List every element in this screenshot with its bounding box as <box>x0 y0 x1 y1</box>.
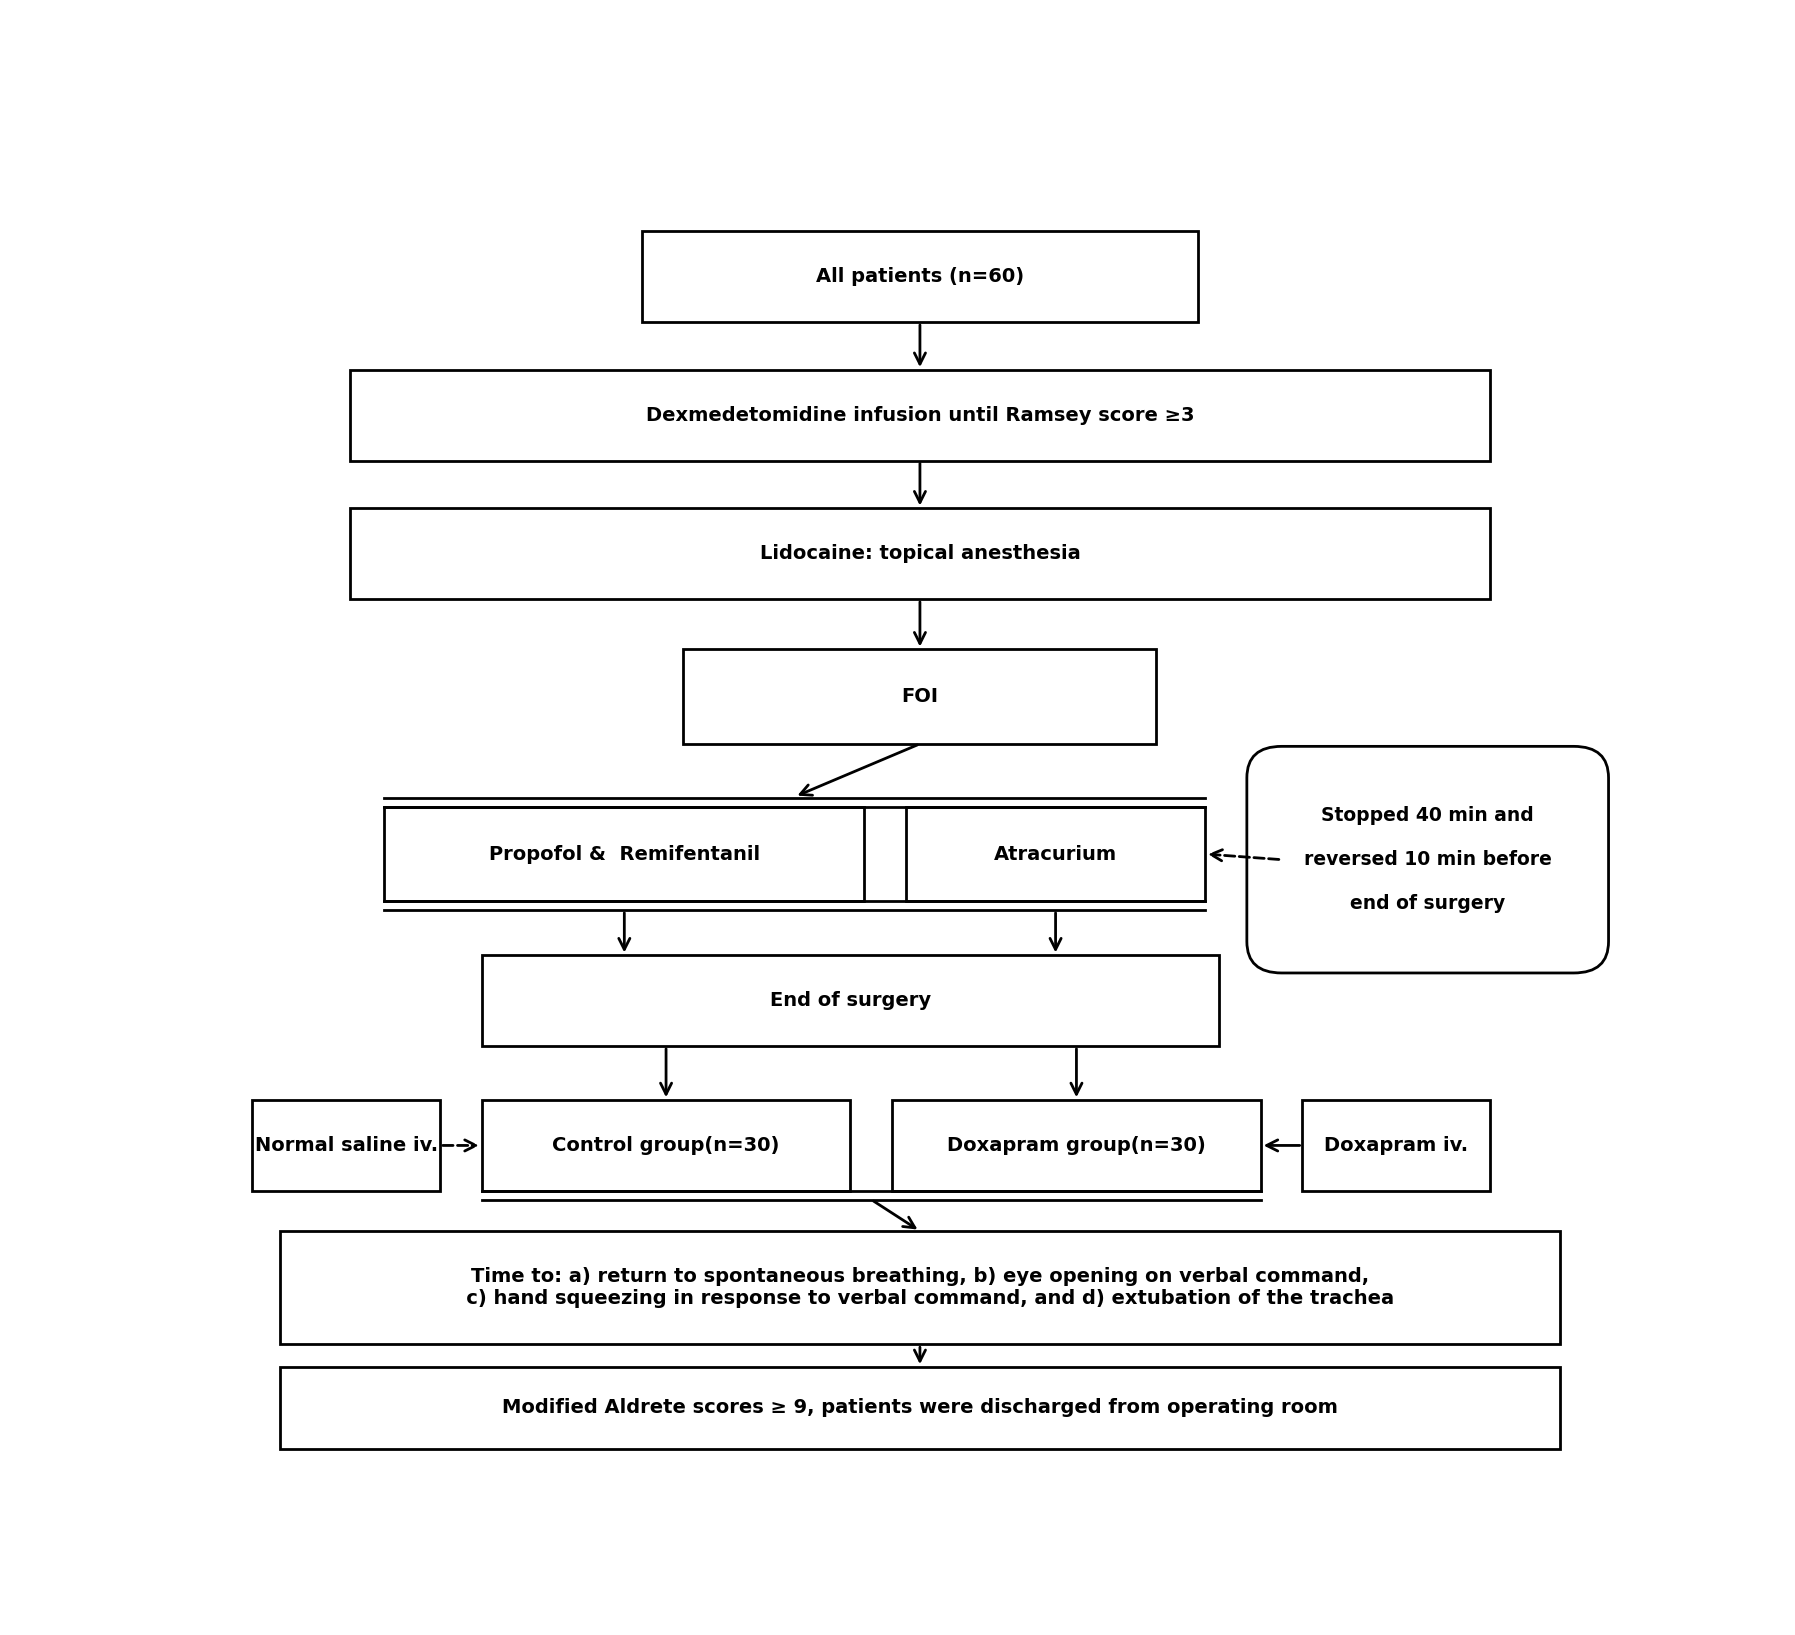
Text: Doxapram group(n=30): Doxapram group(n=30) <box>948 1136 1206 1154</box>
Text: Time to: a) return to spontaneous breathing, b) eye opening on verbal command,
 : Time to: a) return to spontaneous breath… <box>445 1267 1395 1308</box>
Text: End of surgery: End of surgery <box>770 991 932 1010</box>
FancyBboxPatch shape <box>906 806 1204 901</box>
Text: All patients (n=60): All patients (n=60) <box>817 267 1023 286</box>
FancyBboxPatch shape <box>1303 1100 1490 1190</box>
FancyBboxPatch shape <box>350 508 1490 598</box>
FancyBboxPatch shape <box>481 955 1219 1046</box>
FancyBboxPatch shape <box>643 232 1199 322</box>
FancyBboxPatch shape <box>251 1100 440 1190</box>
FancyBboxPatch shape <box>892 1100 1260 1190</box>
Text: Propofol &  Remifentanil: Propofol & Remifentanil <box>488 845 759 863</box>
FancyBboxPatch shape <box>280 1367 1560 1449</box>
FancyBboxPatch shape <box>684 649 1156 744</box>
Text: Stopped 40 min and

reversed 10 min before

end of surgery: Stopped 40 min and reversed 10 min befor… <box>1303 806 1551 914</box>
Text: Control group(n=30): Control group(n=30) <box>553 1136 779 1154</box>
Text: Atracurium: Atracurium <box>994 845 1116 863</box>
Text: Doxapram iv.: Doxapram iv. <box>1325 1136 1468 1154</box>
FancyBboxPatch shape <box>350 370 1490 461</box>
FancyBboxPatch shape <box>1248 746 1608 973</box>
FancyBboxPatch shape <box>384 806 865 901</box>
FancyBboxPatch shape <box>280 1231 1560 1344</box>
Text: Normal saline iv.: Normal saline iv. <box>255 1136 438 1154</box>
Text: Lidocaine: topical anesthesia: Lidocaine: topical anesthesia <box>759 544 1081 562</box>
FancyBboxPatch shape <box>481 1100 851 1190</box>
Text: FOI: FOI <box>901 687 939 706</box>
Text: Modified Aldrete scores ≥ 9, patients were discharged from operating room: Modified Aldrete scores ≥ 9, patients we… <box>503 1398 1337 1418</box>
Text: Dexmedetomidine infusion until Ramsey score ≥3: Dexmedetomidine infusion until Ramsey sc… <box>646 405 1194 425</box>
